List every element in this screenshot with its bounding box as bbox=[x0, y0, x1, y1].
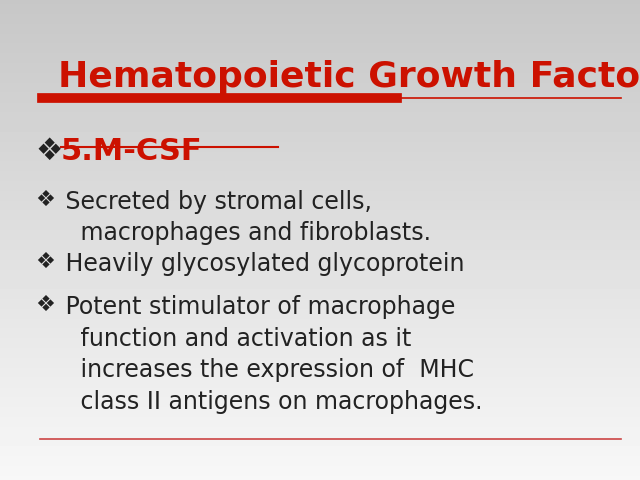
Text: 5.M-CSF: 5.M-CSF bbox=[61, 137, 202, 166]
Text: Hematopoietic Growth Factors: Hematopoietic Growth Factors bbox=[58, 60, 640, 94]
Text: Potent stimulator of macrophage
   function and activation as it
   increases th: Potent stimulator of macrophage function… bbox=[58, 295, 482, 414]
Text: ❖: ❖ bbox=[35, 137, 63, 166]
Text: Secreted by stromal cells,
   macrophages and fibroblasts.: Secreted by stromal cells, macrophages a… bbox=[58, 190, 431, 245]
Text: ❖: ❖ bbox=[35, 295, 55, 315]
Text: ❖: ❖ bbox=[35, 190, 55, 210]
Text: Heavily glycosylated glycoprotein: Heavily glycosylated glycoprotein bbox=[58, 252, 464, 276]
Text: ❖: ❖ bbox=[35, 252, 55, 272]
